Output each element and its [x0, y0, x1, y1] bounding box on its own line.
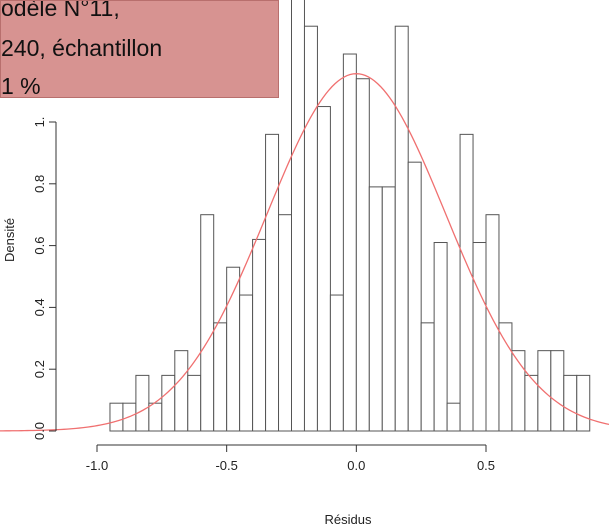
histogram-bar	[498, 322, 513, 432]
histogram-bar	[174, 350, 189, 432]
histogram-bar	[394, 25, 409, 432]
histogram-bar	[446, 402, 461, 432]
histogram-bar	[265, 133, 280, 432]
histogram-bar	[213, 322, 228, 432]
histogram-bar	[187, 374, 202, 432]
histogram-bar	[485, 214, 500, 432]
y-tick-label: 0.2	[32, 360, 47, 378]
histogram-bar	[148, 402, 163, 432]
histogram-bar	[278, 214, 292, 432]
x-tick-label: 0.0	[347, 458, 365, 473]
histogram-bar	[291, 0, 305, 432]
histogram-bar	[433, 242, 448, 432]
callout-line-3: 1 %	[1, 73, 41, 98]
histogram-bar	[252, 238, 267, 432]
callout-line-2: 240, échantillon	[1, 35, 163, 61]
histogram-bar	[563, 374, 578, 432]
callout-line-1: odèle N°11,	[1, 0, 120, 21]
histogram-bar	[329, 294, 344, 432]
y-tick-label: 1.	[32, 117, 47, 128]
histogram-bar	[200, 214, 215, 432]
y-tick-label: 0.8	[32, 175, 47, 193]
normal-density-curve	[0, 73, 609, 432]
x-tick-label: -1.0	[86, 458, 108, 473]
histogram-bar	[239, 294, 254, 432]
histogram-bar	[472, 242, 487, 432]
y-tick-label: 0.6	[32, 237, 47, 255]
histogram-bars	[109, 0, 591, 432]
x-tick-label: 0.5	[477, 458, 495, 473]
histogram-bar	[135, 374, 150, 432]
histogram-bar	[576, 374, 591, 432]
histogram-bar	[342, 53, 357, 432]
histogram-bar	[407, 161, 422, 432]
histogram-bar	[303, 25, 318, 432]
histogram-bar	[109, 402, 124, 432]
x-axis: -1.0 -0.5 0.0 0.5	[86, 444, 495, 473]
histogram-bar	[420, 322, 435, 432]
y-tick-label: 0.4	[32, 298, 47, 316]
histogram-bar	[459, 133, 474, 432]
x-axis-title: Résidus	[325, 512, 372, 527]
y-axis: 0.0 0.2 0.4 0.6 0.8 1.	[32, 117, 57, 440]
x-tick-label: -0.5	[215, 458, 237, 473]
y-axis-title: Densité	[2, 218, 17, 262]
histogram-bar	[355, 78, 370, 432]
histogram-bar	[316, 106, 331, 432]
histogram-bar	[368, 186, 383, 432]
y-tick-label: 0.0	[32, 422, 47, 440]
histogram-bar	[381, 186, 396, 432]
histogram-bar	[161, 374, 176, 432]
title-callout-box: odèle N°11, 240, échantillon 1 %	[0, 0, 279, 98]
histogram-bar	[550, 350, 565, 432]
